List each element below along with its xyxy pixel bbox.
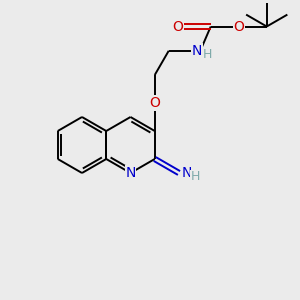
Text: O: O <box>149 96 160 110</box>
Text: O: O <box>233 20 244 34</box>
Text: H: H <box>203 48 212 61</box>
Text: N: N <box>182 166 192 180</box>
Text: N: N <box>192 44 202 58</box>
Text: O: O <box>172 20 183 34</box>
Text: N: N <box>125 166 136 180</box>
Text: H: H <box>191 170 200 184</box>
